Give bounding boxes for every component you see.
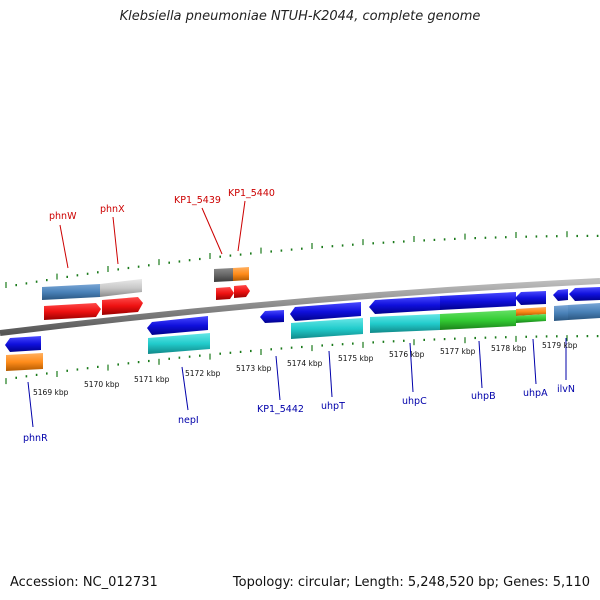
gene-nepI-bar [148,333,210,354]
label-uhpC: uhpC [402,396,427,407]
kbp-label-5176: 5176 kbp [389,350,425,359]
gene-KP1-5439-lower [216,287,234,300]
kbp-label-5175: 5175 kbp [338,354,374,363]
kbp-label-5174: 5174 kbp [287,359,323,368]
gene-ilvN-bar-steel [554,305,568,321]
label-phnR: phnR [23,433,48,444]
leader-uhpT [328,350,333,398]
label-KP1-5439: KP1_5439 [174,195,221,206]
gene-phnW-lower [44,303,101,320]
leader-phnW [59,224,69,269]
gene-KP1-5442-arrow [260,310,284,323]
gene-uhpA-arrow [515,291,546,305]
kbp-label-5179: 5179 kbp [542,341,578,350]
kbp-label-5169: 5169 kbp [33,388,69,397]
gene-ilvN-small-arrow [553,289,568,301]
label-uhpB: uhpB [471,391,496,402]
label-KP1-5440: KP1_5440 [228,188,275,199]
gene-uhpA-bar-orange [516,307,546,316]
gene-ilvN-large-arrow [569,287,600,301]
gene-uhpB-bar [440,310,516,330]
gene-KP1-5439-upper [214,268,233,282]
upper-tick-row [5,231,599,288]
label-nepI: nepI [178,415,199,426]
gene-uhpC-bar [370,314,440,333]
gene-phnW-upper [42,284,100,300]
gene-uhpB-arrow [440,292,516,310]
label-uhpT: uhpT [321,401,345,412]
kbp-label-5171: 5171 kbp [134,375,170,384]
leader-phnR [27,381,34,428]
gene-phnX-lower [102,297,143,315]
leader-nepI [181,366,189,411]
genome-info-text: Topology: circular; Length: 5,248,520 bp… [232,575,590,590]
bottom-gene-labels: phnR nepI KP1_5442 uhpT uhpC uhpB uhpA i… [23,384,575,444]
gene-uhpT-arrow [290,302,361,321]
label-phnW: phnW [49,211,77,222]
leader-KP1-5439 [201,207,223,255]
lower-tick-row [5,335,599,385]
label-ilvN: ilvN [557,384,575,395]
map-title: Klebsiella pneumoniae NTUH-K2044, comple… [119,9,481,24]
kbp-label-5170: 5170 kbp [84,380,120,389]
top-gene-labels: phnW phnX KP1_5439 KP1_5440 [49,188,275,222]
bottom-strand-genes [5,287,600,371]
kbp-label-5177: 5177 kbp [440,347,476,356]
leader-KP1-5440 [237,200,246,252]
gene-KP1-5440-upper [233,267,249,281]
gene-uhpT-bar [291,318,363,339]
gene-phnR-arrow [5,336,41,352]
gene-phnR-bar [6,353,43,371]
kbp-label-5173: 5173 kbp [236,364,272,373]
leader-phnX [112,216,119,265]
accession-text: Accession: NC_012731 [10,575,158,590]
genome-backbone [0,278,600,336]
gene-phnX-upper [100,279,142,297]
leader-uhpC [409,342,414,393]
top-strand-genes [42,267,250,320]
gene-KP1-5440-lower [234,285,250,298]
gene-uhpC-arrow [369,296,440,314]
leader-uhpA [532,338,537,385]
label-uhpA: uhpA [523,388,548,399]
gene-uhpA-bar-green [516,314,546,323]
label-phnX: phnX [100,204,125,215]
gene-nepI-arrow [147,316,208,335]
leader-uhpB [478,340,483,389]
leader-lines [27,200,567,428]
kbp-label-5172: 5172 kbp [185,369,221,378]
kbp-label-5178: 5178 kbp [491,344,527,353]
scale-labels: 5169 kbp 5170 kbp 5171 kbp 5172 kbp 5173… [33,341,578,397]
gene-ilvN-bar-steel-right [568,303,600,320]
leader-KP1-5442 [275,355,281,401]
label-KP1-5442: KP1_5442 [257,404,304,415]
